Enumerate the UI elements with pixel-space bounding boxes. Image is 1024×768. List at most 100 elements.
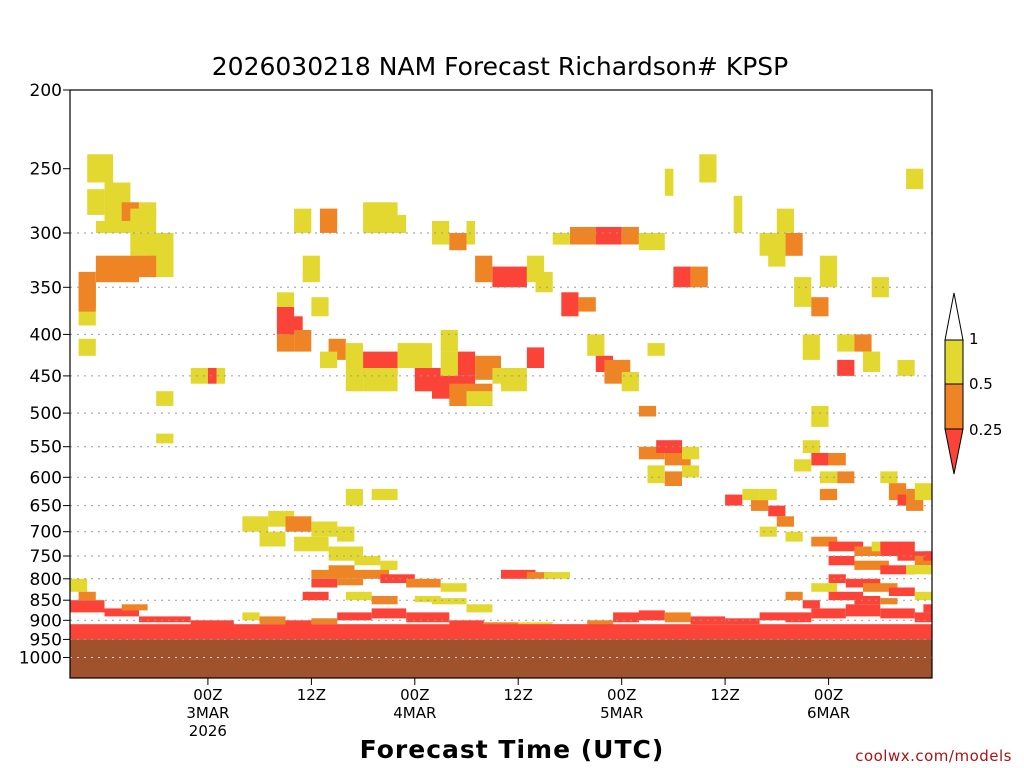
ri-cell-112 — [354, 556, 381, 566]
ri-cell-45 — [466, 391, 493, 406]
ri-cell-115 — [380, 560, 398, 570]
ri-cell-119 — [380, 574, 415, 584]
ri-cell-157 — [854, 560, 889, 570]
ri-cell-189 — [664, 612, 691, 623]
ri-cell-172 — [70, 600, 105, 613]
ri-cell-201 — [311, 618, 338, 625]
ri-cell-68 — [647, 343, 665, 356]
ri-cell-108 — [259, 531, 286, 547]
ri-cell-28 — [320, 208, 338, 233]
ri-cell-77 — [785, 233, 803, 256]
ri-cell-166 — [854, 596, 881, 605]
ri-cell-141 — [742, 488, 760, 501]
x-tick-label-48-1: 5MAR — [600, 704, 643, 722]
ri-cell-138 — [664, 471, 682, 486]
x-tick-label-0-0: 00Z — [193, 686, 222, 704]
credit-text: coolwx.com/models — [855, 747, 1012, 765]
ri-cell-12 — [78, 282, 96, 312]
y-tick-label-350: 350 — [30, 278, 62, 298]
ri-cell-127 — [414, 596, 441, 603]
y-tick-label-450: 450 — [30, 367, 62, 387]
x-tick-label-24-0: 00Z — [400, 686, 429, 704]
ri-cell-21 — [276, 334, 295, 352]
ri-cell-57 — [570, 227, 596, 245]
x-tick-label-60-0: 12Z — [710, 686, 739, 704]
ri-cell-162 — [863, 583, 898, 592]
ri-cell-13 — [87, 189, 105, 215]
ri-cell-52 — [475, 255, 493, 283]
ri-cell-150 — [854, 546, 881, 556]
x-tick-label-48-0: 00Z — [607, 686, 636, 704]
ri-cell-180 — [371, 608, 407, 619]
y-tick-label-600: 600 — [30, 468, 62, 488]
y-tick-label-200: 200 — [30, 81, 62, 101]
ri-cell-197 — [914, 612, 932, 623]
ri-cell-161 — [845, 578, 881, 588]
ri-cell-110 — [328, 546, 364, 561]
ri-cell-79 — [811, 297, 829, 317]
ri-cell-167 — [880, 598, 898, 605]
ri-cell-124 — [302, 591, 329, 601]
ri-cell-142 — [751, 500, 769, 511]
legend: 1 0.5 0.25 — [944, 292, 1002, 475]
ri-cell-66 — [621, 372, 639, 392]
ri-cell-84 — [854, 334, 872, 352]
ri-cell-58 — [595, 227, 622, 245]
ri-cell-123 — [440, 583, 467, 592]
ri-cell-199 — [259, 616, 286, 625]
ri-cell-114 — [371, 488, 398, 501]
ri-cell-159 — [906, 565, 932, 575]
ri-cell-91 — [811, 453, 829, 466]
ri-cell-145 — [776, 516, 794, 527]
ri-cell-106 — [285, 516, 312, 532]
ri-cell-191 — [725, 618, 760, 625]
ri-cell-60 — [638, 233, 665, 251]
y-tick-label-550: 550 — [30, 438, 62, 458]
plot-frame — [69, 89, 933, 679]
ri-cell-130 — [501, 569, 536, 579]
ri-cell-46 — [492, 368, 510, 384]
ri-cell-59 — [621, 227, 639, 245]
ri-cell-78 — [794, 277, 812, 307]
ri-cell-137 — [647, 465, 665, 484]
ri-cell-118 — [354, 569, 389, 579]
x-tick-label-12-0: 12Z — [297, 686, 326, 704]
ri-cell-179 — [337, 612, 372, 621]
x-tick-label-36-0: 12Z — [504, 686, 533, 704]
ri-cell-90 — [802, 440, 820, 453]
ri-cell-165 — [828, 591, 864, 601]
ri-cell-163 — [888, 587, 915, 596]
ri-cell-202 — [70, 624, 932, 640]
ri-cell-195 — [845, 604, 881, 617]
ri-cell-140 — [725, 494, 743, 506]
ri-cell-194 — [811, 608, 846, 619]
ri-cell-125 — [345, 591, 372, 601]
x-axis-title: Forecast Time (UTC) — [360, 735, 665, 764]
ri-cell-96 — [819, 488, 838, 501]
ri-cell-15 — [156, 391, 174, 406]
ri-cell-69 — [664, 168, 674, 196]
y-tick-label-250: 250 — [30, 160, 62, 180]
ri-cell-148 — [811, 536, 838, 547]
x-tick-label-0-2: 2026 — [189, 722, 227, 740]
ri-cell-160 — [828, 574, 846, 584]
ri-cell-126 — [371, 596, 398, 605]
legend-label-2: 0.25 — [969, 421, 1002, 439]
ri-cell-48 — [388, 214, 407, 233]
ri-cell-144 — [768, 505, 786, 517]
ri-cell-101 — [914, 483, 932, 501]
ri-cell-24 — [311, 297, 329, 317]
ri-cell-25 — [294, 330, 312, 352]
richardson-cells — [70, 154, 932, 640]
legend-bin-0.5-1 — [944, 339, 964, 385]
chart-title: 2026030218 NAM Forecast Richardson# KPSP — [212, 52, 788, 81]
ri-cell-50 — [449, 233, 467, 251]
ri-cell-156 — [828, 556, 855, 566]
ri-cell-147 — [785, 531, 803, 542]
plot-area — [69, 89, 933, 679]
ground — [70, 639, 932, 678]
ri-cell-171 — [785, 591, 803, 601]
y-tick-label-950: 950 — [30, 630, 62, 650]
ri-cell-193 — [785, 612, 812, 623]
